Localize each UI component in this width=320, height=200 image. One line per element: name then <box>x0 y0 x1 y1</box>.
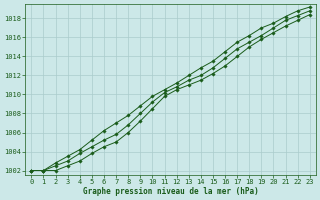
X-axis label: Graphe pression niveau de la mer (hPa): Graphe pression niveau de la mer (hPa) <box>83 187 259 196</box>
